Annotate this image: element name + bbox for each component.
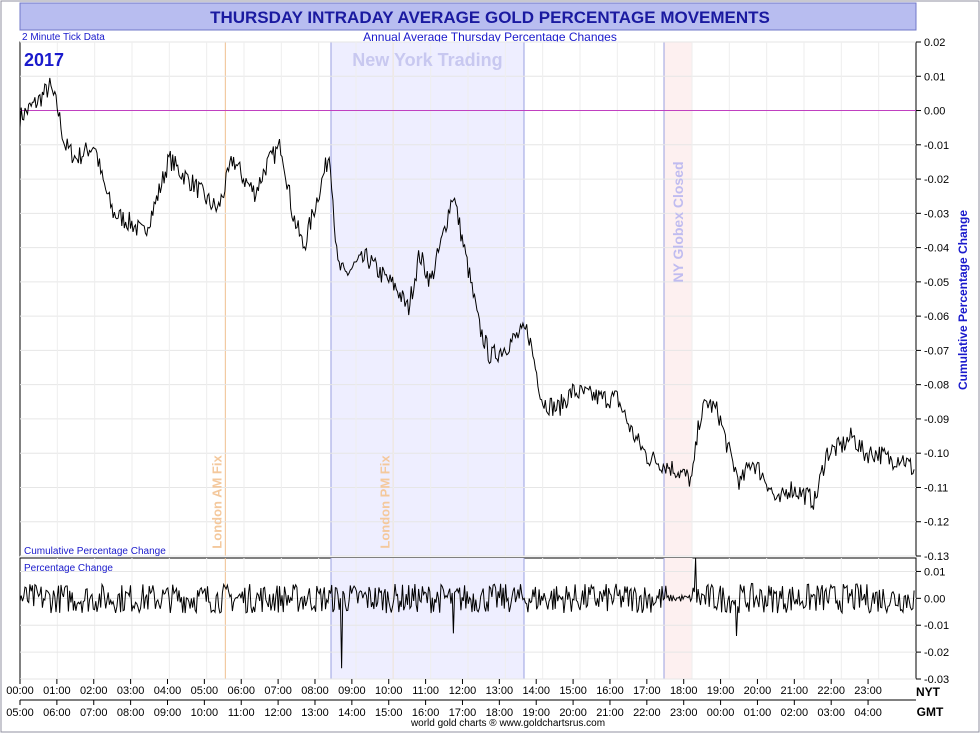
nyt-tick-label: 15:00 [559, 685, 587, 697]
gmt-tick-label: 01:00 [744, 707, 772, 719]
session-bands [224, 42, 693, 679]
gmt-tick-label: 13:00 [301, 707, 329, 719]
y-tick-label: -0.03 [924, 208, 949, 220]
ny-trading-band [330, 558, 524, 679]
y-tick-label: 0.01 [924, 71, 945, 83]
gmt-tick-label: 00:00 [707, 707, 735, 719]
nyt-tick-label: 01:00 [43, 685, 71, 697]
gmt-tick-label: 09:00 [154, 707, 182, 719]
gmt-tick-label: 22:00 [633, 707, 661, 719]
y-tick-label: -0.01 [924, 140, 949, 152]
nyt-tick-label: 13:00 [486, 685, 514, 697]
y-tick-label: -0.02 [924, 174, 949, 186]
y-tick-label: -0.09 [924, 414, 949, 426]
y-tick-label: -0.07 [924, 345, 949, 357]
nyt-tick-label: 07:00 [264, 685, 292, 697]
y-tick-label: 0.00 [924, 593, 945, 605]
nyt-tick-label: 08:00 [301, 685, 329, 697]
gmt-tick-label: 03:00 [817, 707, 845, 719]
axes: 0.02 0.01 0.00 -0.01 -0.02 -0.03 -0.04 -0.05 -0.… [6, 37, 949, 719]
globex-band [664, 42, 692, 556]
nyt-tick-label: 23:00 [854, 685, 882, 697]
chart-title: THURSDAY INTRADAY AVERAGE GOLD PERCENTAG… [210, 8, 770, 27]
pm-fix-label: London PM Fix [377, 455, 392, 549]
nyt-tick-label: 09:00 [338, 685, 366, 697]
globex-band [664, 558, 692, 679]
nyt-axis-label: NYT [916, 685, 941, 699]
y-tick-label: -0.05 [924, 277, 949, 289]
lower-panel-label: Percentage Change [24, 563, 113, 574]
nyt-tick-label: 20:00 [744, 685, 772, 697]
nyt-tick-label: 22:00 [817, 685, 845, 697]
y-tick-label: -0.02 [924, 647, 949, 659]
annotation-labels: New York Trading NY Globex Closed London A… [209, 50, 686, 549]
gmt-tick-label: 08:00 [117, 707, 145, 719]
gmt-tick-label: 20:00 [559, 707, 587, 719]
gmt-tick-label: 21:00 [596, 707, 624, 719]
gmt-tick-label: 02:00 [781, 707, 809, 719]
gmt-tick-label: 04:00 [854, 707, 882, 719]
title-bar [19, 2, 917, 31]
nyt-tick-label: 10:00 [375, 685, 403, 697]
y-axis-label: Cumulative Percentage Change [956, 210, 970, 390]
nyt-tick-label: 18:00 [670, 685, 698, 697]
y-tick-label: -0.04 [924, 243, 949, 255]
nyt-tick-label: 19:00 [707, 685, 735, 697]
y-tick-label: 0.02 [924, 37, 945, 49]
series-group [19, 77, 915, 669]
globex-label: NY Globex Closed [670, 161, 686, 282]
gmt-tick-label: 15:00 [375, 707, 403, 719]
gmt-tick-label: 19:00 [522, 707, 550, 719]
tick-note: 2 Minute Tick Data [22, 32, 105, 43]
gmt-axis-label: GMT [917, 705, 944, 719]
gmt-tick-label: 23:00 [670, 707, 698, 719]
gmt-tick-label: 11:00 [228, 707, 255, 719]
gmt-tick-label: 16:00 [412, 707, 440, 719]
chart-subtitle: Annual Average Thursday Percentage Chang… [363, 30, 617, 44]
nyt-tick-label: 16:00 [596, 685, 624, 697]
gmt-tick-label: 14:00 [338, 707, 366, 719]
nyt-tick-label: 00:00 [6, 685, 34, 697]
nyt-tick-label: 03:00 [117, 685, 145, 697]
nyt-tick-label: 14:00 [522, 685, 550, 697]
y-tick-label: -0.01 [924, 620, 949, 632]
cumulative-series-line [19, 77, 915, 510]
y-tick-label: 0.00 [924, 106, 945, 118]
nyt-tick-label: 17:00 [633, 685, 661, 697]
y-tick-label: -0.06 [924, 311, 949, 323]
nyt-tick-label: 05:00 [191, 685, 219, 697]
y-tick-label: -0.11 [924, 482, 948, 494]
nyt-tick-label: 21:00 [781, 685, 809, 697]
gmt-tick-label: 18:00 [486, 707, 514, 719]
year-label: 2017 [24, 50, 64, 70]
y-tick-label: -0.03 [924, 674, 949, 686]
y-tick-label: -0.13 [924, 551, 949, 563]
upper-panel-label: Cumulative Percentage Change [24, 546, 166, 557]
gridlines [20, 41, 916, 680]
gmt-tick-label: 07:00 [80, 707, 108, 719]
y-tick-label: -0.10 [924, 448, 949, 460]
am-fix-label: London AM Fix [209, 455, 224, 549]
ny-trading-label: New York Trading [352, 50, 502, 70]
nyt-tick-label: 12:00 [449, 685, 477, 697]
nyt-tick-label: 04:00 [154, 685, 182, 697]
percentage-change-series-line [19, 557, 915, 669]
nyt-tick-label: 11:00 [412, 685, 439, 697]
y-tick-label: -0.08 [924, 380, 949, 392]
nyt-tick-label: 02:00 [80, 685, 108, 697]
y-tick-label: 0.01 [924, 566, 945, 578]
gmt-tick-label: 05:00 [6, 707, 34, 719]
gmt-tick-label: 12:00 [264, 707, 292, 719]
y-tick-label: -0.12 [924, 517, 949, 529]
gmt-tick-label: 17:00 [449, 707, 477, 719]
nyt-tick-label: 06:00 [227, 685, 255, 697]
gmt-tick-label: 06:00 [43, 707, 71, 719]
ny-trading-band [330, 42, 524, 556]
footer-text: world gold charts ® www.goldchartsrus.co… [410, 718, 605, 729]
gmt-tick-label: 10:00 [191, 707, 219, 719]
